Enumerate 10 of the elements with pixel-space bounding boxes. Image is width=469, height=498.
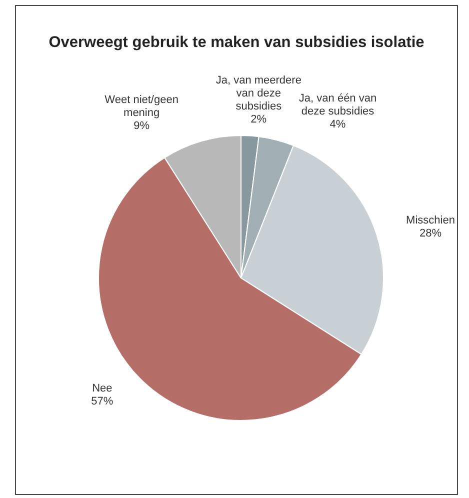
- chart-title: Overweegt gebruik te maken van subsidies isolatie: [48, 34, 426, 52]
- slice-label: Nee: [92, 382, 112, 395]
- data-label: 57%: [91, 396, 114, 408]
- data-label: 4%: [330, 118, 346, 130]
- data-label: 2%: [250, 113, 267, 126]
- slice-label: Ja, van één van deze subsidies: [298, 92, 377, 118]
- slice-label: Misschien: [406, 214, 455, 226]
- data-label: 9%: [134, 120, 150, 132]
- data-label: 28%: [419, 227, 442, 240]
- slice-label: Weet niet/geen mening: [104, 94, 178, 119]
